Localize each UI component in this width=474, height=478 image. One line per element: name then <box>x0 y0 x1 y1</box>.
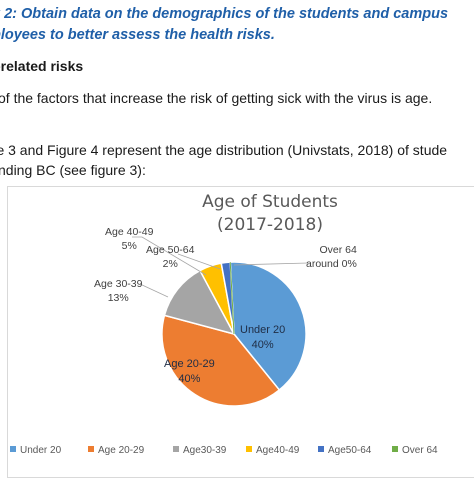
legend-label: Age40-49 <box>256 445 300 456</box>
legend-swatch <box>318 446 324 452</box>
leader-line-age-50-64 <box>177 253 221 270</box>
legend-item-age-40-49: Age40-49 <box>246 445 299 456</box>
legend-label: Under 20 <box>20 445 62 456</box>
paragraph-figure-reference: ure 3 and Figure 4 represent the age dis… <box>0 140 447 180</box>
slice-label-name: Over 64 <box>319 244 357 256</box>
legend-item-age-20-29: Age 20-29 <box>88 445 144 456</box>
legend-item-age-50-64: Age50-64 <box>318 445 371 456</box>
pie-slice-over-64 <box>229 262 235 335</box>
paragraph-age-risk: of the factors that increase the risk of… <box>0 90 433 106</box>
leader-line-age-30-39 <box>139 283 169 298</box>
legend-item-under-20: Under 20 <box>10 445 61 456</box>
legend-label: Age50-64 <box>328 445 372 456</box>
task-heading-line-2: ployees to better assess the health risk… <box>0 27 275 43</box>
slice-label-value: 13% <box>107 292 129 304</box>
paragraph-line-2: nding BC (see figure 3): <box>0 162 146 178</box>
legend-swatch <box>173 446 179 452</box>
legend-item-age-30-39: Age30-39 <box>173 445 226 456</box>
chart-title: Age of Students <box>202 192 338 212</box>
slice-label-age-30-39: Age 30-39 13% <box>94 277 142 305</box>
legend-swatch <box>392 446 398 452</box>
slice-label-over-64: Over 64 around 0% <box>306 243 357 271</box>
pie-chart <box>132 236 309 407</box>
paragraph-line-1: ure 3 and Figure 4 represent the age dis… <box>0 142 448 158</box>
slice-label-name: Under 20 <box>240 324 286 336</box>
slice-label-value: 5% <box>121 240 137 252</box>
legend-item-over-64: Over 64 <box>392 445 438 456</box>
leader-line-over-64 <box>233 262 309 266</box>
legend-label: Age30-39 <box>183 445 227 456</box>
leader-line-age-40-49 <box>132 236 207 276</box>
slice-label-name: Age 20-29 <box>164 358 215 370</box>
slice-label-age-20-29: Age 20-29 40% <box>164 357 215 387</box>
slice-label-name: Age 30-39 <box>94 278 143 290</box>
legend-swatch <box>246 446 252 452</box>
slice-label-under-20: Under 20 40% <box>240 323 285 353</box>
chart-subtitle: (2017-2018) <box>217 215 323 235</box>
pie-chart-figure: Age of Students (2017-2018) Age 40-49 5%… <box>7 186 474 478</box>
legend-swatch <box>88 446 94 452</box>
legend-label: Age 20-29 <box>98 445 145 456</box>
slice-label-age-40-49: Age 40-49 5% <box>105 225 153 253</box>
chart-legend: Under 20 Age 20-29 Age30-39 Age40-49 Age… <box>8 445 474 461</box>
slice-label-name: Age 40-49 <box>105 226 154 238</box>
slice-label-name: Age 50-64 <box>146 244 195 256</box>
task-heading: k 2: Obtain data on the demographics of … <box>0 4 474 46</box>
slice-label-value: around 0% <box>306 258 357 270</box>
slice-label-age-50-64: Age 50-64 2% <box>146 243 194 271</box>
slice-label-value: 2% <box>162 258 178 270</box>
pie-slice-age-20-29 <box>161 314 281 407</box>
pie-slice-under-20 <box>229 261 307 392</box>
slice-label-value: 40% <box>178 373 201 385</box>
section-heading: -related risks <box>0 58 84 74</box>
legend-label: Over 64 <box>402 445 438 456</box>
slice-label-value: 40% <box>251 339 274 351</box>
legend-swatch <box>10 446 16 452</box>
task-heading-line-1: k 2: Obtain data on the demographics of … <box>0 6 449 22</box>
